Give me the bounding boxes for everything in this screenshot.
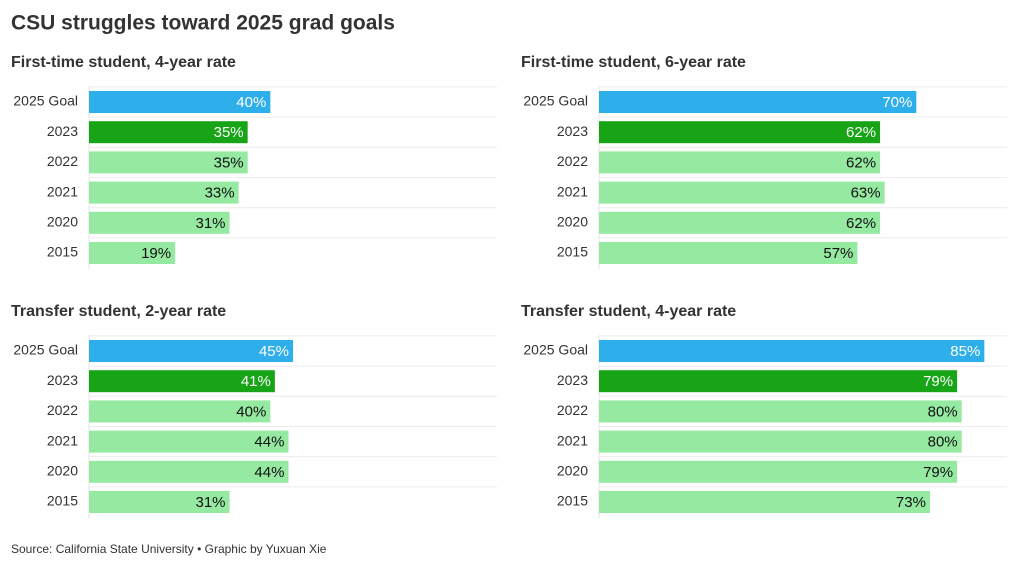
bar <box>599 211 881 234</box>
category-label: 2022 <box>557 402 588 418</box>
category-label: 2025 Goal <box>523 93 588 109</box>
category-label: 2020 <box>47 214 78 230</box>
value-label: 44% <box>254 464 284 481</box>
category-label: 2020 <box>47 463 78 479</box>
category-label: 2023 <box>557 372 588 388</box>
category-label: 2023 <box>47 123 78 139</box>
category-label: 2015 <box>47 493 78 509</box>
category-label: 2025 Goal <box>523 342 588 358</box>
bar <box>599 400 962 423</box>
category-label: 2023 <box>47 372 78 388</box>
category-label: 2025 Goal <box>13 93 78 109</box>
value-label: 40% <box>236 94 266 111</box>
category-label: 2015 <box>557 493 588 509</box>
value-label: 85% <box>950 343 980 360</box>
panel-title: Transfer student, 2-year rate <box>11 303 226 320</box>
category-label: 2021 <box>47 183 78 199</box>
value-label: 33% <box>205 185 235 202</box>
value-label: 35% <box>214 124 244 141</box>
category-label: 2023 <box>557 123 588 139</box>
bar <box>89 491 230 513</box>
category-label: 2015 <box>47 244 78 260</box>
value-label: 31% <box>196 494 226 511</box>
bar <box>599 430 962 453</box>
source: Source: California State University • Gr… <box>11 542 327 556</box>
category-label: 2022 <box>557 153 588 169</box>
bar <box>89 121 248 144</box>
value-label: 40% <box>236 403 266 420</box>
bar <box>89 91 271 113</box>
category-label: 2021 <box>557 432 588 448</box>
value-label: 35% <box>214 154 244 171</box>
value-label: 79% <box>923 464 953 481</box>
category-label: 2022 <box>47 402 78 418</box>
category-label: 2015 <box>557 244 588 260</box>
bar <box>89 460 289 483</box>
category-label: 2021 <box>557 183 588 199</box>
panel-title: Transfer student, 4-year rate <box>521 303 736 320</box>
bar <box>599 340 985 362</box>
value-label: 62% <box>846 124 876 141</box>
bar <box>599 491 930 513</box>
bar <box>599 151 881 174</box>
value-label: 80% <box>928 403 958 420</box>
bar <box>599 91 917 113</box>
category-label: 2020 <box>557 214 588 230</box>
value-label: 80% <box>928 434 958 451</box>
bar <box>89 400 271 423</box>
bar <box>599 460 958 483</box>
bar <box>599 121 881 144</box>
value-label: 62% <box>846 215 876 232</box>
category-label: 2020 <box>557 463 588 479</box>
bar <box>89 430 289 453</box>
panel-title: First-time student, 6-year rate <box>521 54 746 71</box>
value-label: 41% <box>241 373 271 390</box>
value-label: 31% <box>196 215 226 232</box>
chart-title: CSU struggles toward 2025 grad goals <box>11 12 395 35</box>
value-label: 63% <box>851 185 881 202</box>
value-label: 45% <box>259 343 289 360</box>
bar <box>599 370 958 393</box>
value-label: 73% <box>896 494 926 511</box>
panel-title: First-time student, 4-year rate <box>11 54 236 71</box>
bar <box>599 242 858 264</box>
category-label: 2025 Goal <box>13 342 78 358</box>
value-label: 44% <box>254 434 284 451</box>
bar <box>89 211 230 234</box>
bar <box>89 151 248 174</box>
bar <box>89 370 275 393</box>
bar <box>89 340 293 362</box>
bar <box>89 242 176 264</box>
value-label: 62% <box>846 154 876 171</box>
bar <box>89 181 239 204</box>
category-label: 2022 <box>47 153 78 169</box>
value-label: 79% <box>923 373 953 390</box>
value-label: 19% <box>141 245 171 262</box>
value-label: 57% <box>823 245 853 262</box>
category-label: 2021 <box>47 432 78 448</box>
bar <box>599 181 885 204</box>
value-label: 70% <box>882 94 912 111</box>
